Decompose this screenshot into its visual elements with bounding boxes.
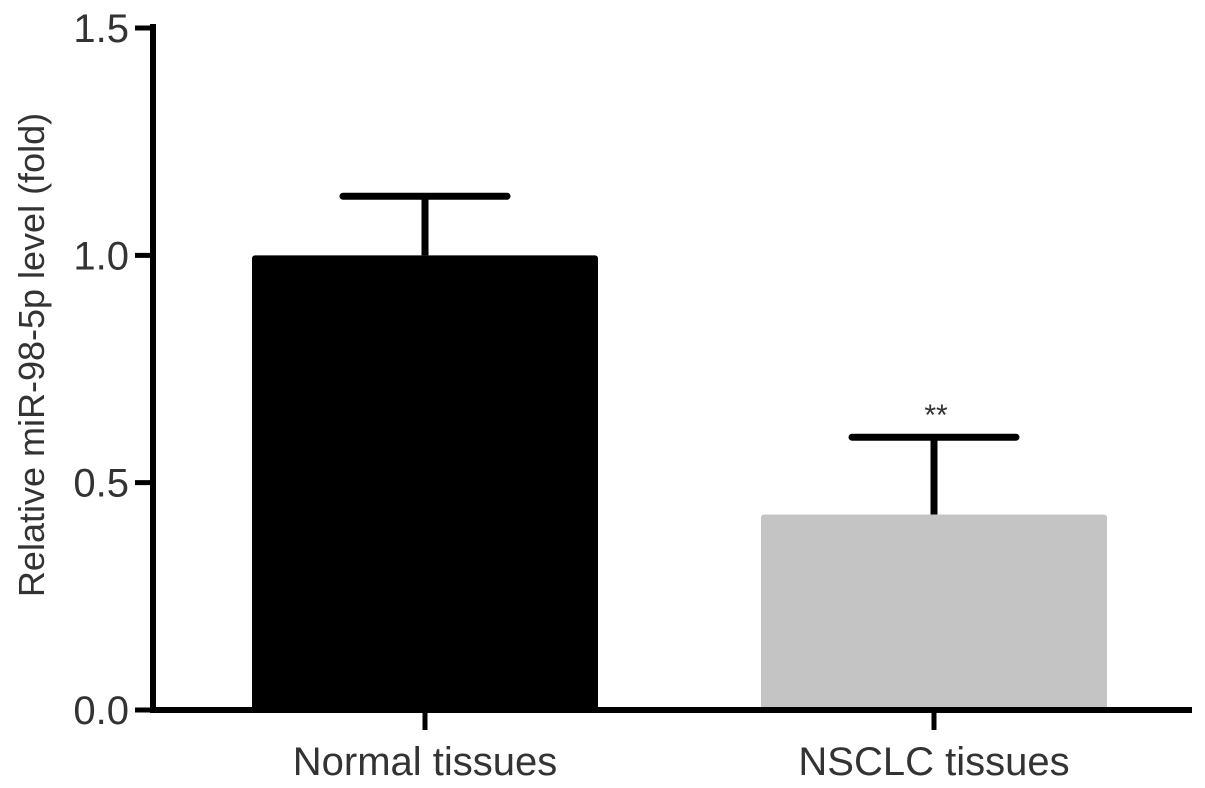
bar-2 [761, 514, 1107, 710]
x-category-label-2: NSCLC tissues [798, 740, 1069, 784]
y-tick-label-2: 1.0 [73, 234, 129, 278]
significance-annotation-2: ** [924, 399, 948, 432]
x-category-label-1: Normal tissues [293, 740, 558, 784]
y-tick-label-3: 1.5 [73, 7, 129, 51]
y-axis-label: Relative miR-98-5p level (fold) [11, 113, 52, 597]
bar-1 [252, 255, 598, 711]
y-tick-label-0: 0.0 [73, 689, 129, 733]
y-tick-label-1: 0.5 [73, 462, 129, 506]
